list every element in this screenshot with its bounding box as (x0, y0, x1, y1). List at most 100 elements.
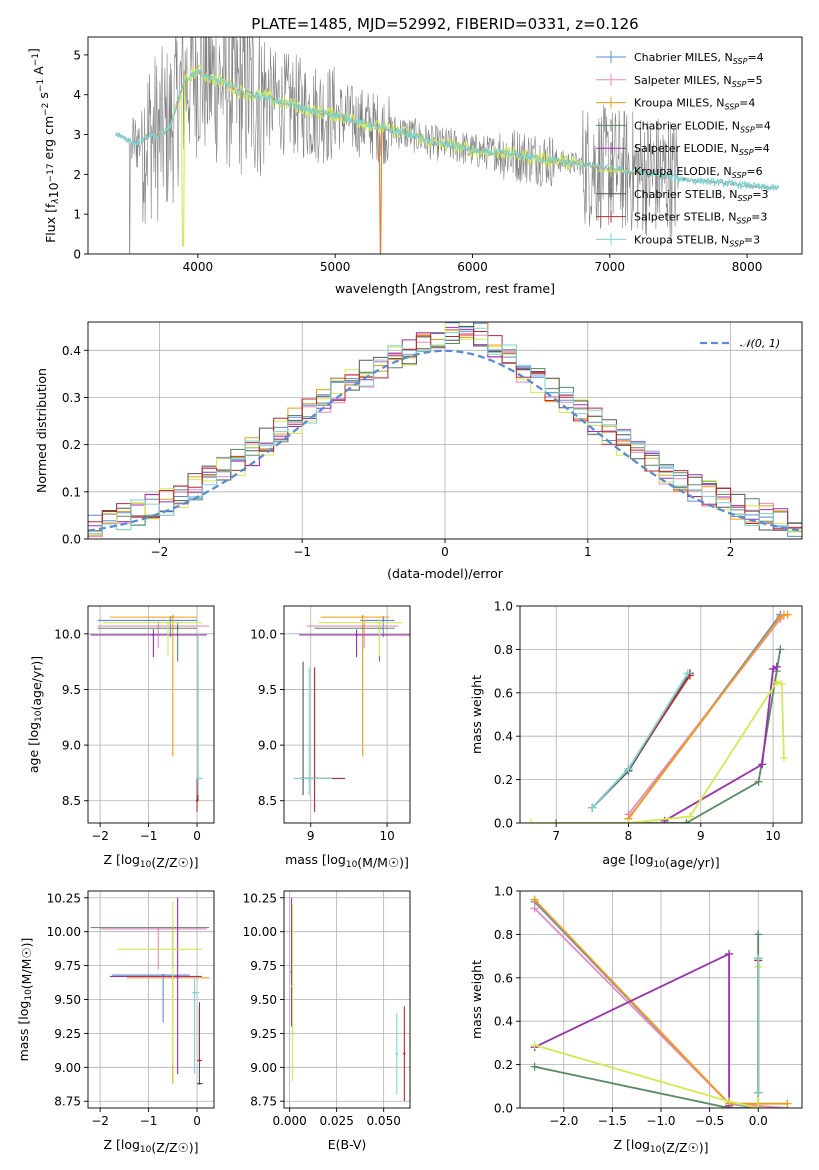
series-marker (526, 819, 535, 823)
y-tick-label: 0.4 (62, 344, 81, 358)
series-marker (754, 954, 763, 963)
series-marker (754, 930, 763, 939)
y-tick-label: 0.6 (494, 686, 513, 700)
x-axis-label: E(B-V) (328, 1137, 367, 1152)
series-marker (530, 904, 539, 913)
x-axis-label: Z [log10(Z/Z☉)] (103, 1137, 198, 1155)
series-marker (779, 753, 788, 762)
series-line (591, 672, 689, 809)
plot-area (88, 891, 214, 1108)
y-tick-label: 8.75 (250, 1095, 277, 1109)
plot-area (520, 891, 802, 1108)
legend-entry: Salpeter STELIB, NSSP=3 (634, 211, 767, 226)
x-tick-label: 9 (697, 829, 705, 843)
grid (284, 891, 410, 1108)
data-point (157, 624, 160, 628)
model-line-cyan (115, 68, 780, 193)
x-tick-label: −1.0 (646, 1114, 675, 1128)
x-tick-label: −2 (91, 829, 109, 843)
y-tick-label: 0.1 (62, 485, 81, 499)
axes-mass_vs_EBV: 0.000 0.025 0.050 8.75 9.00 9.25 9.50 9.75 10.00… (243, 890, 411, 1128)
data-point (198, 1082, 201, 1085)
series-marker (683, 669, 692, 678)
data-point (361, 615, 364, 619)
y-tick-label: 0.6 (494, 971, 513, 985)
x-tick-label: 0.000 (272, 1114, 306, 1128)
x-tick-label: 6000 (457, 260, 488, 274)
series-marker (772, 677, 781, 686)
data-point (152, 633, 155, 637)
data-point (291, 984, 294, 988)
series-marker (530, 1062, 539, 1071)
plot-area (88, 322, 802, 539)
x-tick-label: 2 (727, 545, 735, 559)
y-tick-label: 9.75 (250, 959, 277, 973)
data-point (362, 624, 366, 628)
y-axis-label: mass weight (469, 675, 484, 754)
x-tick-label: 8 (625, 829, 633, 843)
series-marker (776, 645, 785, 654)
axes-frame (283, 605, 411, 824)
series-marker (772, 662, 781, 671)
data-point (171, 615, 175, 619)
series-marker (624, 819, 633, 823)
y-tick-label: 9.0 (258, 739, 277, 753)
x-tick-label: −0.5 (695, 1114, 724, 1128)
y-tick-label: 9.25 (54, 1027, 81, 1041)
series-marker (754, 1104, 763, 1108)
x-tick-label: −2 (151, 545, 169, 559)
legend-entry: Kroupa MILES, NSSP=4 (634, 97, 755, 112)
grid (520, 891, 802, 1108)
x-tick-label: 0.050 (366, 1114, 400, 1128)
y-tick-label: 0.0 (494, 817, 513, 831)
series-marker (783, 1099, 792, 1108)
x-axis-label: wavelength [Angstrom, rest frame] (335, 281, 555, 296)
y-axis-label: mass weight (469, 960, 484, 1039)
x-tick-label: 0.025 (319, 1114, 353, 1128)
series-marker (552, 819, 561, 823)
x-tick-label: −1 (293, 545, 311, 559)
y-tick-label: 0 (73, 248, 81, 262)
chart-title: PLATE=1485, MJD=52992, FIBERID=0331, z=0… (251, 15, 638, 33)
data-point (193, 991, 196, 994)
data-point (195, 799, 199, 802)
x-axis-label: age [log10(age/yr)] (602, 852, 719, 870)
y-tick-label: 4 (73, 88, 81, 102)
x-tick-label: −1 (140, 829, 158, 843)
series-marker (624, 764, 633, 773)
series-marker (685, 812, 694, 821)
legend-entry: Kroupa ELODIE, NSSP=6 (634, 165, 763, 180)
y-tick-label: 0.2 (62, 438, 81, 452)
data-point (355, 633, 358, 637)
data-point (403, 1052, 406, 1055)
axes-age_vs_Z: −2 −1 0 8.5 9.0 9.5 10.0 (54, 605, 215, 843)
y-tick-label: 0.2 (494, 773, 513, 787)
legend-entry: Kroupa STELIB, NSSP=3 (634, 233, 760, 248)
y-tick-label: 10.00 (47, 925, 81, 939)
y-tick-label: 2 (73, 168, 81, 182)
series-marker (754, 777, 763, 786)
grid (88, 322, 802, 539)
y-tick-label: 10.00 (243, 925, 277, 939)
y-tick-label: 9.50 (250, 993, 277, 1007)
series-marker (758, 760, 767, 769)
axes-residuals: −2 −1 0 1 2 0.0 0.1 0.2 0.3 0.4 (62, 321, 803, 559)
y-tick-label: 9.50 (54, 993, 81, 1007)
data-point (378, 621, 381, 624)
grid (520, 606, 802, 823)
x-tick-label: 8000 (732, 260, 763, 274)
series-marker (777, 680, 786, 689)
y-tick-label: 0.3 (62, 391, 81, 405)
x-tick-label: −2 (91, 1114, 109, 1128)
normal-curve (88, 349, 800, 532)
series-marker (530, 895, 539, 904)
x-tick-label: 7000 (594, 260, 625, 274)
series-marker (783, 610, 792, 619)
y-tick-label: 10.0 (250, 627, 277, 641)
y-tick-label: 1 (73, 208, 81, 222)
y-axis-label: Flux [fλ10−17 erg cm−2 s−1 A−1] (26, 48, 61, 243)
y-tick-label: 0.0 (494, 1102, 513, 1116)
y-tick-label: 5 (73, 48, 81, 62)
data-point (157, 927, 160, 931)
plot-area (88, 606, 214, 823)
